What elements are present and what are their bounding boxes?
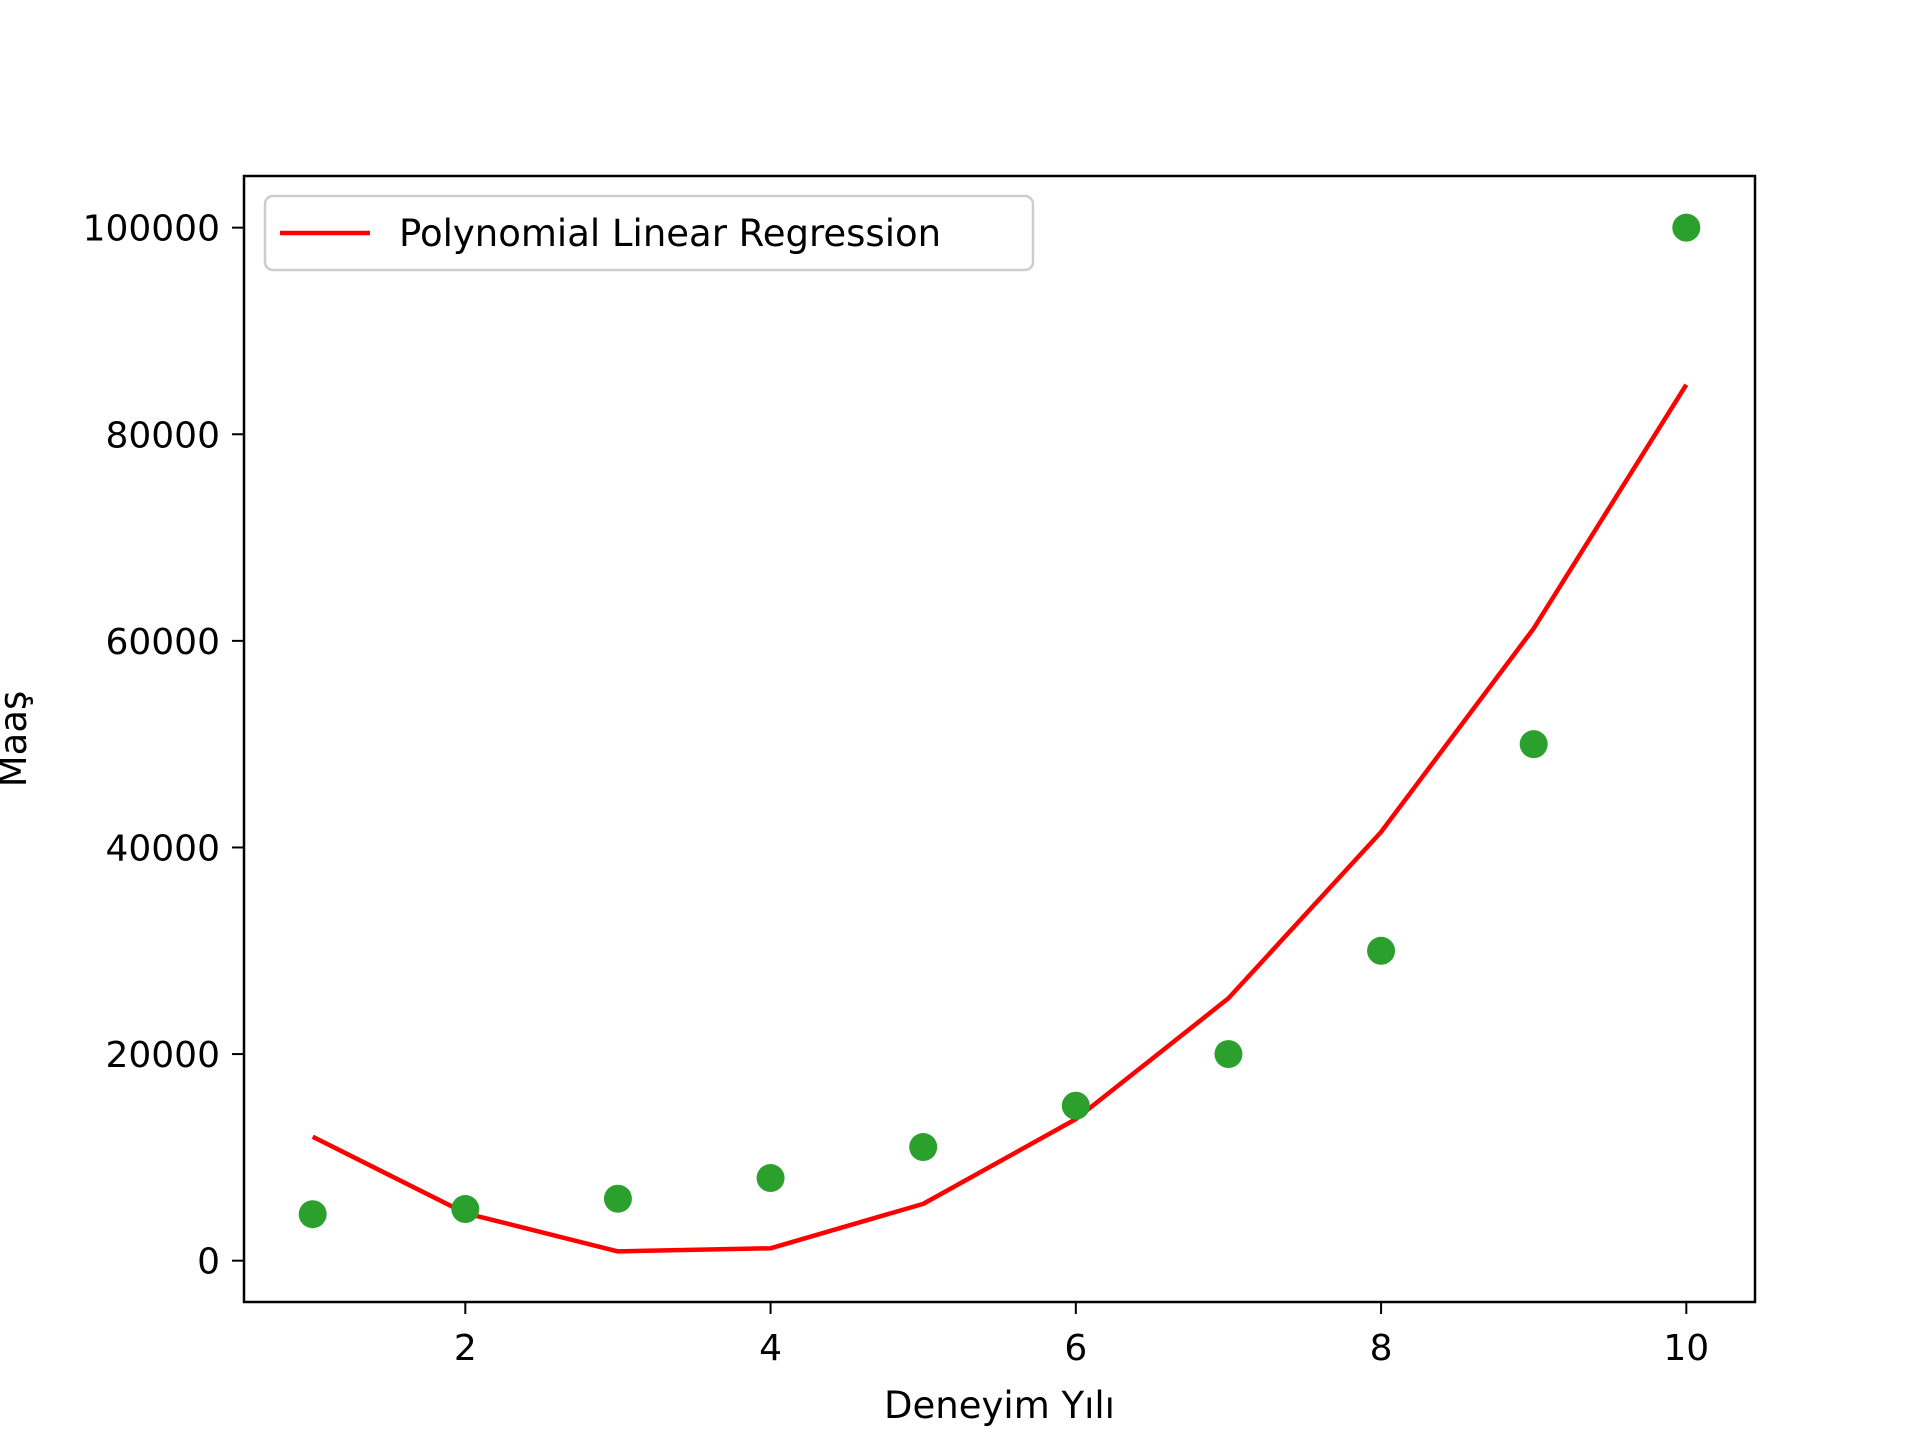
- x-tick-label: 2: [454, 1328, 477, 1369]
- data-point: [909, 1133, 938, 1162]
- data-point: [1672, 213, 1701, 242]
- data-point: [1367, 936, 1396, 965]
- y-tick-label: 0: [197, 1242, 220, 1283]
- data-point: [1214, 1040, 1243, 1069]
- legend-box: [263, 194, 1035, 272]
- data-point: [603, 1184, 632, 1213]
- data-point: [1061, 1091, 1090, 1120]
- x-tick-label: 8: [1370, 1328, 1393, 1369]
- y-tick-label: 100000: [83, 209, 220, 250]
- data-point: [298, 1200, 327, 1229]
- y-tick-label: 60000: [105, 622, 220, 663]
- legend-label: Polynomial Linear Regression: [399, 212, 941, 255]
- regression-line: [311, 383, 1689, 1254]
- x-tick-label: 10: [1663, 1328, 1709, 1369]
- legend: Polynomial Linear Regression: [263, 194, 1035, 272]
- y-axis-ticks: 0 20000 40000 60000 80000 100000: [83, 209, 244, 1283]
- y-axis-label: Maaş: [0, 691, 35, 788]
- y-tick-label: 20000: [105, 1035, 220, 1076]
- y-tick-label: 80000: [105, 415, 220, 456]
- data-point: [451, 1195, 480, 1224]
- x-tick-label: 6: [1064, 1328, 1087, 1369]
- x-tick-label: 4: [759, 1328, 782, 1369]
- plot-area: [298, 213, 1701, 1254]
- x-axis-ticks: 2 4 6 8 10: [454, 1302, 1709, 1369]
- axes-frame: [242, 174, 1757, 1304]
- data-point: [756, 1164, 785, 1193]
- x-axis-label: Deneyim Yılı: [884, 1384, 1115, 1427]
- y-tick-label: 40000: [105, 828, 220, 869]
- data-point: [1519, 730, 1548, 759]
